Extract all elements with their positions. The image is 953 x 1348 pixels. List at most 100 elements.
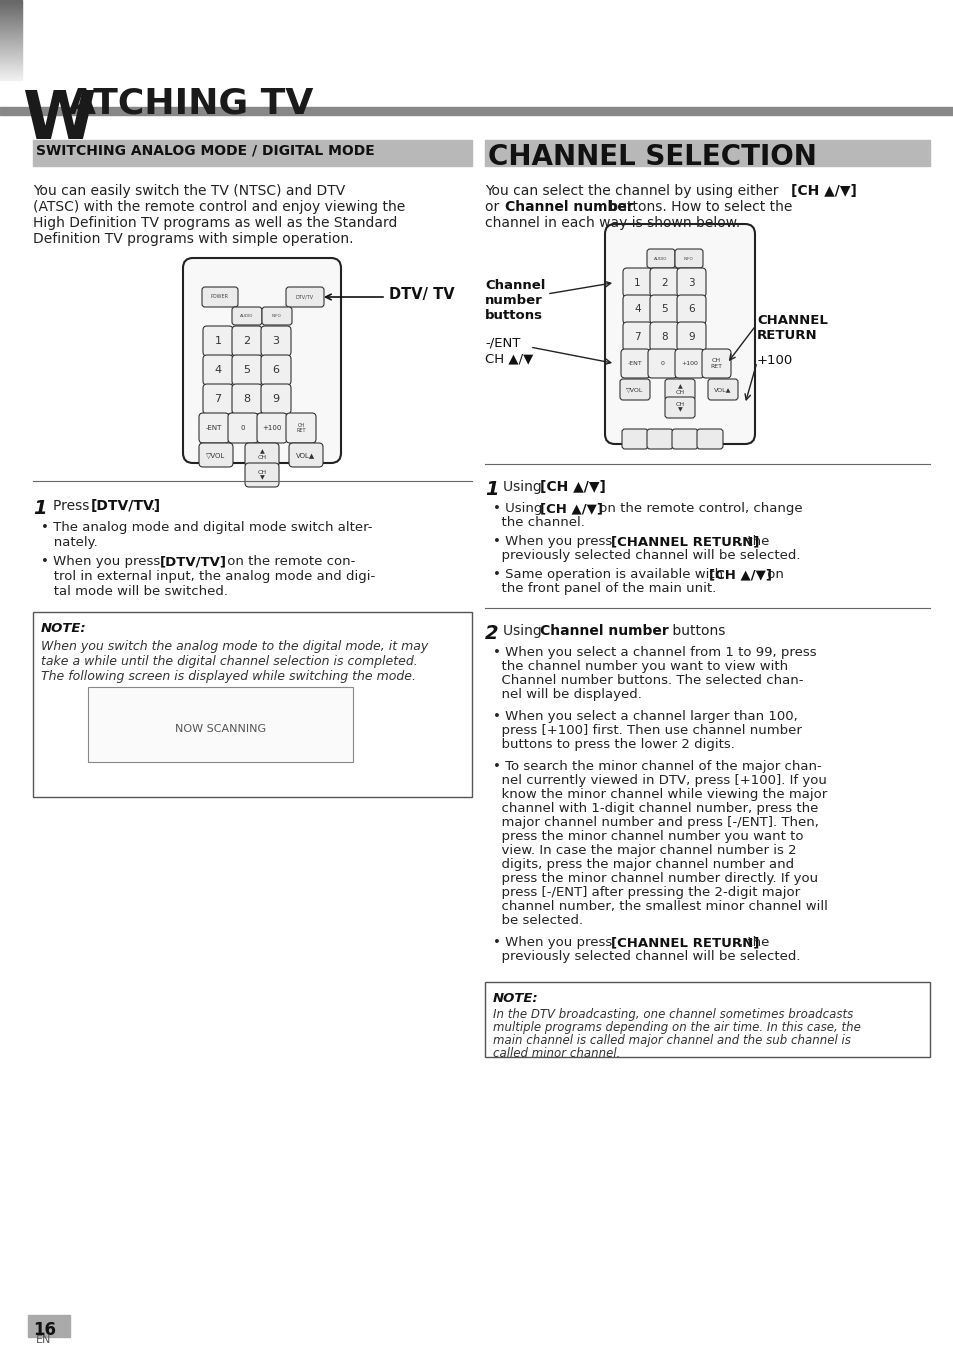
Text: channel in each way is shown below.: channel in each way is shown below. <box>484 216 740 231</box>
Text: VOL▲: VOL▲ <box>296 452 315 458</box>
Text: major channel number and press [-/ENT]. Then,: major channel number and press [-/ENT]. … <box>493 816 818 829</box>
Text: W: W <box>22 88 95 154</box>
Text: INFO: INFO <box>683 256 693 260</box>
Text: take a while until the digital channel selection is completed.: take a while until the digital channel s… <box>41 655 417 669</box>
Bar <box>484 981 929 1057</box>
Text: nel will be displayed.: nel will be displayed. <box>493 687 641 701</box>
Text: 7: 7 <box>634 332 640 341</box>
Text: • Using: • Using <box>493 501 546 515</box>
Text: channel with 1-digit channel number, press the: channel with 1-digit channel number, pre… <box>493 802 818 816</box>
Text: 1: 1 <box>484 480 498 499</box>
FancyBboxPatch shape <box>622 295 651 324</box>
Text: +100: +100 <box>680 361 698 367</box>
Text: multiple programs depending on the air time. In this case, the: multiple programs depending on the air t… <box>493 1020 860 1034</box>
Text: You can easily switch the TV (NTSC) and DTV: You can easily switch the TV (NTSC) and … <box>33 183 345 198</box>
Text: Channel number buttons. The selected chan-: Channel number buttons. The selected cha… <box>493 674 802 687</box>
Text: 5: 5 <box>660 305 667 314</box>
Text: CH ▲/▼: CH ▲/▼ <box>484 352 533 365</box>
Text: • The analog mode and digital mode switch alter-: • The analog mode and digital mode switc… <box>41 520 372 534</box>
FancyBboxPatch shape <box>677 295 705 324</box>
Text: +100: +100 <box>757 355 792 367</box>
Text: [CH ▲/▼]: [CH ▲/▼] <box>539 480 605 493</box>
Text: 3: 3 <box>273 336 279 346</box>
Text: RETURN: RETURN <box>757 329 817 342</box>
Text: on the remote control, change: on the remote control, change <box>595 501 801 515</box>
Text: Press: Press <box>53 499 93 514</box>
Text: 0: 0 <box>659 361 663 367</box>
Text: CH
▼: CH ▼ <box>257 469 266 480</box>
Text: (ATSC) with the remote control and enjoy viewing the: (ATSC) with the remote control and enjoy… <box>33 200 405 214</box>
Text: DTV/ TV: DTV/ TV <box>389 287 455 302</box>
Text: • Same operation is available with: • Same operation is available with <box>493 568 726 581</box>
FancyBboxPatch shape <box>286 287 324 307</box>
Text: -ENT: -ENT <box>206 425 222 431</box>
Text: press [+100] first. Then use channel number: press [+100] first. Then use channel num… <box>493 724 801 737</box>
Text: ▲
CH: ▲ CH <box>257 450 266 461</box>
Text: or: or <box>484 200 503 214</box>
FancyBboxPatch shape <box>232 307 262 325</box>
Text: buttons. How to select the: buttons. How to select the <box>604 200 792 214</box>
Text: press the minor channel number you want to: press the minor channel number you want … <box>493 830 802 842</box>
FancyBboxPatch shape <box>261 355 291 386</box>
Text: You can select the channel by using either: You can select the channel by using eith… <box>484 183 782 198</box>
FancyBboxPatch shape <box>649 322 679 350</box>
FancyBboxPatch shape <box>675 249 702 268</box>
Bar <box>484 140 929 166</box>
Text: 2: 2 <box>243 336 251 346</box>
Text: Using: Using <box>502 624 545 638</box>
Text: CH
▼: CH ▼ <box>675 402 684 412</box>
Text: Using: Using <box>502 480 545 493</box>
Text: Channel: Channel <box>484 279 545 293</box>
FancyBboxPatch shape <box>671 429 698 449</box>
FancyBboxPatch shape <box>199 443 233 466</box>
Text: • When you press: • When you press <box>493 936 616 949</box>
Text: • When you press: • When you press <box>41 555 164 568</box>
Text: CH
RET: CH RET <box>296 423 305 434</box>
FancyBboxPatch shape <box>261 384 291 414</box>
Text: • When you select a channel larger than 100,: • When you select a channel larger than … <box>493 710 797 723</box>
FancyBboxPatch shape <box>697 429 722 449</box>
FancyBboxPatch shape <box>707 379 738 400</box>
Text: 16: 16 <box>33 1321 56 1339</box>
Text: view. In case the major channel number is 2: view. In case the major channel number i… <box>493 844 796 857</box>
Text: 4: 4 <box>214 365 221 375</box>
FancyBboxPatch shape <box>675 349 703 377</box>
FancyBboxPatch shape <box>203 384 233 414</box>
Text: 1: 1 <box>214 336 221 346</box>
Text: NOW SCANNING: NOW SCANNING <box>174 724 266 735</box>
Text: buttons: buttons <box>667 624 724 638</box>
Text: 0: 0 <box>240 425 245 431</box>
Text: INFO: INFO <box>272 314 281 318</box>
Bar <box>28 1316 70 1337</box>
Text: CHANNEL SELECTION: CHANNEL SELECTION <box>488 143 816 171</box>
Text: trol in external input, the analog mode and digi-: trol in external input, the analog mode … <box>41 570 375 582</box>
Text: • When you select a channel from 1 to 99, press: • When you select a channel from 1 to 99… <box>493 646 816 659</box>
Text: the channel number you want to view with: the channel number you want to view with <box>493 661 787 673</box>
Text: nel currently viewed in DTV, press [+100]. If you: nel currently viewed in DTV, press [+100… <box>493 774 826 787</box>
Text: • To search the minor channel of the major chan-: • To search the minor channel of the maj… <box>493 760 821 772</box>
Text: on the remote con-: on the remote con- <box>223 555 355 568</box>
Bar <box>0 106 953 115</box>
Text: 1: 1 <box>634 278 640 287</box>
Text: buttons: buttons <box>484 309 542 322</box>
Text: 2: 2 <box>660 278 667 287</box>
FancyBboxPatch shape <box>649 295 679 324</box>
FancyBboxPatch shape <box>232 355 262 386</box>
Text: CHANNEL: CHANNEL <box>757 314 827 328</box>
Text: 4: 4 <box>634 305 640 314</box>
Text: AUDIO: AUDIO <box>654 256 667 260</box>
Text: 6: 6 <box>273 365 279 375</box>
Text: 6: 6 <box>687 305 694 314</box>
Text: +100: +100 <box>262 425 281 431</box>
FancyBboxPatch shape <box>261 326 291 356</box>
Text: 2: 2 <box>484 624 498 643</box>
Text: buttons to press the lower 2 digits.: buttons to press the lower 2 digits. <box>493 737 734 751</box>
FancyBboxPatch shape <box>647 349 677 377</box>
Bar <box>33 140 472 166</box>
FancyBboxPatch shape <box>619 379 649 400</box>
FancyBboxPatch shape <box>646 429 672 449</box>
Text: nately.: nately. <box>41 537 97 549</box>
FancyBboxPatch shape <box>203 326 233 356</box>
Text: [CH ▲/▼]: [CH ▲/▼] <box>539 501 602 515</box>
Text: be selected.: be selected. <box>493 914 582 927</box>
